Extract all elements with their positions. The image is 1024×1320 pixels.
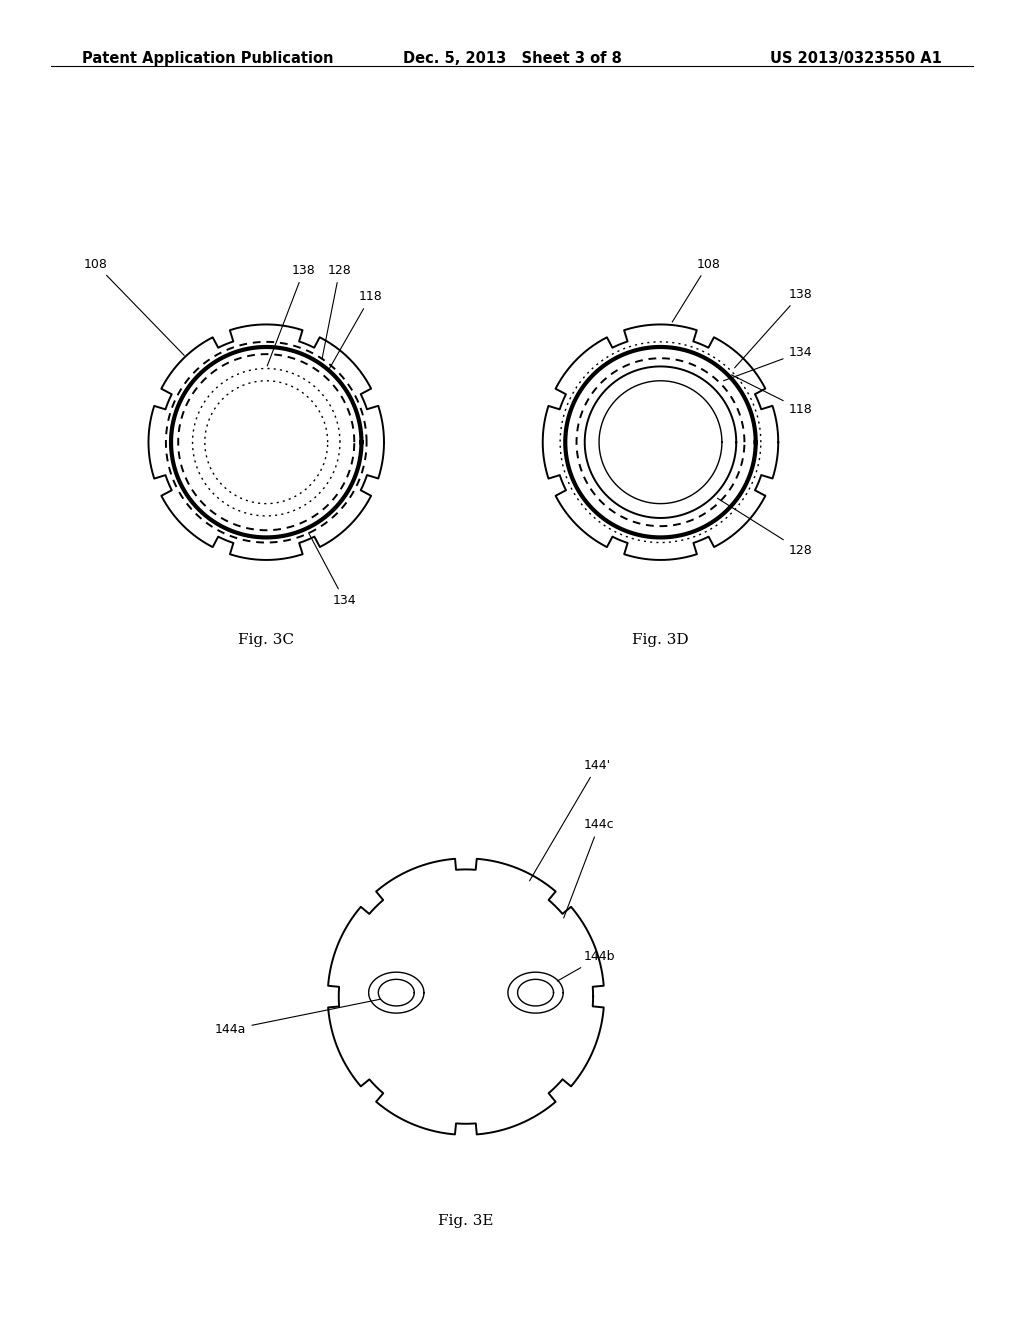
Text: 108: 108 (84, 257, 184, 355)
Text: 138: 138 (267, 264, 315, 366)
Text: Fig. 3D: Fig. 3D (632, 632, 689, 647)
Text: 144c: 144c (563, 818, 614, 917)
Text: 138: 138 (734, 288, 812, 368)
Text: 144b: 144b (557, 950, 615, 981)
Text: Dec. 5, 2013   Sheet 3 of 8: Dec. 5, 2013 Sheet 3 of 8 (402, 50, 622, 66)
Text: Fig. 3E: Fig. 3E (438, 1214, 494, 1228)
Text: 144a: 144a (215, 999, 380, 1036)
Text: 128: 128 (718, 498, 812, 557)
Text: 108: 108 (672, 257, 720, 322)
Text: 134: 134 (724, 346, 812, 380)
Text: 118: 118 (731, 375, 812, 416)
Text: Patent Application Publication: Patent Application Publication (82, 50, 334, 66)
Text: 144': 144' (529, 759, 610, 880)
Text: US 2013/0323550 A1: US 2013/0323550 A1 (770, 50, 942, 66)
Text: 118: 118 (330, 290, 382, 368)
Text: 134: 134 (308, 533, 356, 607)
Text: Fig. 3C: Fig. 3C (239, 632, 294, 647)
Text: 128: 128 (322, 264, 351, 359)
